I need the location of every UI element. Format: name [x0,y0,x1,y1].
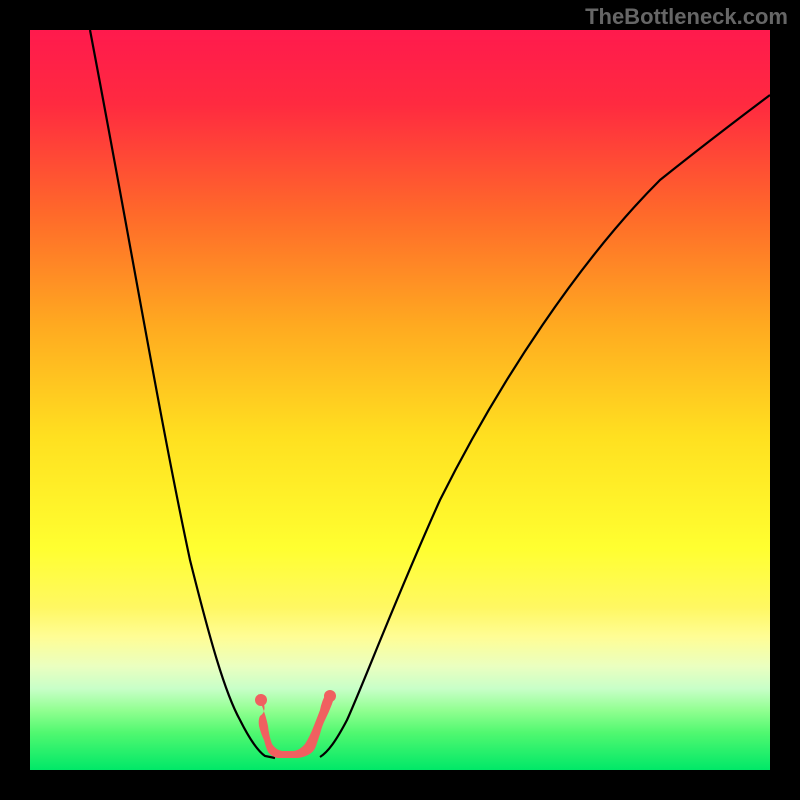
marker-dot-left [255,694,267,706]
chart-svg [0,0,800,800]
chart-container [0,0,800,800]
marker-dot-right [324,690,336,702]
plot-bg [30,30,770,770]
watermark-text: TheBottleneck.com [585,4,788,30]
